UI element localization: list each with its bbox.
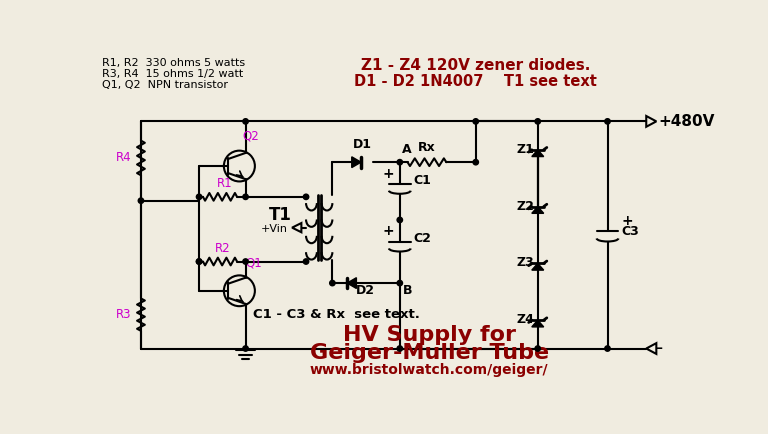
Circle shape [535,346,541,351]
Text: Q1: Q1 [245,256,262,269]
Circle shape [604,346,611,351]
Circle shape [243,259,248,264]
Text: R2: R2 [214,241,230,254]
Text: Z4: Z4 [516,313,534,326]
Circle shape [197,259,202,264]
Text: Geiger-Muller Tube: Geiger-Muller Tube [310,343,549,363]
Polygon shape [646,116,657,127]
Circle shape [197,194,202,200]
Text: D2: D2 [356,284,375,297]
Circle shape [197,259,202,264]
Text: C1 - C3 & Rx  see text.: C1 - C3 & Rx see text. [253,308,419,321]
Text: D1 - D2 1N4007    T1 see text: D1 - D2 1N4007 T1 see text [354,74,598,89]
Text: +: + [382,224,395,238]
Circle shape [604,118,611,124]
Circle shape [243,194,248,200]
Text: Z3: Z3 [516,256,534,270]
Polygon shape [531,320,544,327]
Circle shape [397,217,402,223]
Text: Q2: Q2 [243,129,260,142]
Circle shape [473,118,478,124]
Text: T1: T1 [269,206,292,224]
Text: +480V: +480V [659,114,715,129]
Text: Z2: Z2 [516,200,534,213]
Text: R3: R3 [116,308,131,321]
Text: C3: C3 [621,224,639,237]
Polygon shape [646,343,657,354]
Text: −: − [647,339,664,358]
Circle shape [397,160,402,165]
Text: Rx: Rx [418,141,435,155]
Text: R1, R2  330 ohms 5 watts: R1, R2 330 ohms 5 watts [102,58,245,68]
Text: Z1: Z1 [516,143,534,156]
Text: Z1 - Z4 120V zener diodes.: Z1 - Z4 120V zener diodes. [361,58,591,73]
Text: R4: R4 [116,151,132,164]
Circle shape [243,346,248,351]
Text: C1: C1 [414,174,432,187]
Text: www.bristolwatch.com/geiger/: www.bristolwatch.com/geiger/ [310,363,548,377]
Polygon shape [531,150,544,157]
Text: HV Supply for: HV Supply for [343,326,516,345]
Text: B: B [403,284,412,297]
Circle shape [303,194,309,200]
Polygon shape [531,263,544,270]
Text: D1: D1 [353,138,372,151]
Circle shape [138,198,144,204]
Text: A: A [402,143,412,156]
Circle shape [397,346,402,351]
Text: Q1, Q2  NPN transistor: Q1, Q2 NPN transistor [102,80,228,90]
Circle shape [329,280,335,286]
Polygon shape [352,157,361,168]
Polygon shape [531,207,544,214]
Text: R1: R1 [217,177,232,190]
Text: +Vin: +Vin [261,224,288,234]
Polygon shape [292,223,301,232]
Text: +: + [621,214,633,228]
Circle shape [397,280,402,286]
Circle shape [535,118,541,124]
Circle shape [243,118,248,124]
Text: +: + [382,167,395,181]
Circle shape [473,160,478,165]
Circle shape [303,259,309,264]
Text: C2: C2 [414,231,432,244]
Polygon shape [347,278,356,289]
Text: R3, R4  15 ohms 1/2 watt: R3, R4 15 ohms 1/2 watt [102,69,243,79]
